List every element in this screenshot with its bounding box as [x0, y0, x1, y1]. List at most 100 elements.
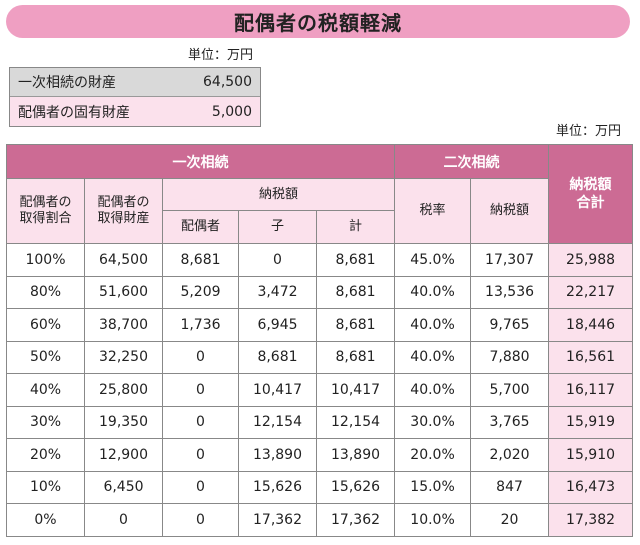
cell-ratio: 80% — [6, 275, 85, 309]
cell-spouse-tax: 0 — [162, 373, 239, 407]
cell-ratio: 30% — [6, 405, 85, 439]
cell-sum-tax: 15,626 — [315, 470, 396, 504]
unit-label-table: 単位：万円 — [556, 124, 622, 139]
cell-spouse-assets: 38,700 — [84, 308, 163, 342]
header-tax-amount-second: 納税額 — [470, 178, 550, 244]
table-row: 60% 38,700 1,736 6,945 8,681 40.0% 9,765 18,446 — [6, 308, 634, 342]
cell-child-tax: 3,472 — [238, 275, 317, 309]
cell-total-tax: 17,382 — [548, 503, 634, 537]
header-first-inheritance: 一次相続 — [5, 144, 396, 179]
cell-spouse-assets: 0 — [84, 503, 163, 537]
cell-second-tax: 3,765 — [470, 405, 550, 439]
cell-total-tax: 15,919 — [548, 405, 634, 439]
cell-second-tax: 2,020 — [470, 438, 550, 472]
cell-sum-tax: 12,154 — [315, 405, 396, 439]
table-row: 50% 32,250 0 8,681 8,681 40.0% 7,880 16,561 — [6, 340, 634, 374]
cell-spouse-assets: 64,500 — [84, 243, 163, 277]
table-row: 0% 0 0 17,362 17,362 10.0% 20 17,382 — [6, 503, 634, 537]
table-row: 100% 64,500 8,681 0 8,681 45.0% 17,307 25,988 — [6, 243, 634, 277]
table-row: 80% 51,600 5,209 3,472 8,681 40.0% 13,536 22,21… — [6, 275, 634, 309]
cell-child-tax: 10,417 — [238, 373, 317, 407]
summary-row-spouse-assets: 配偶者の固有財産 5,000 — [10, 97, 260, 126]
cell-ratio: 60% — [6, 308, 85, 342]
cell-sum-tax: 8,681 — [315, 275, 396, 309]
cell-sum-tax: 17,362 — [315, 503, 396, 537]
cell-child-tax: 12,154 — [238, 405, 317, 439]
unit-label-top: 単位：万円 — [188, 48, 254, 63]
header-total-tax: 納税額 合計 — [548, 144, 634, 244]
table-row: 40% 25,800 0 10,417 10,417 40.0% 5,700 16,117 — [6, 373, 634, 407]
cell-spouse-tax: 0 — [162, 438, 239, 472]
cell-second-tax: 13,536 — [470, 275, 550, 309]
cell-child-tax: 13,890 — [238, 438, 317, 472]
cell-spouse-assets: 51,600 — [84, 275, 163, 309]
table-row: 30% 19,350 0 12,154 12,154 30.0% 3,765 15,919 — [6, 405, 634, 439]
cell-tax-rate: 20.0% — [394, 438, 472, 472]
table-row: 10% 6,450 0 15,626 15,626 15.0% 847 16,473 — [6, 470, 634, 504]
cell-tax-rate: 30.0% — [394, 405, 472, 439]
tax-table: 一次相続 二次相続 納税額 合計 配偶者の 取得割合 配偶者の 取得財産 納税額… — [5, 144, 634, 537]
cell-second-tax: 17,307 — [470, 243, 550, 277]
summary-box: 一次相続の財産 64,500 配偶者の固有財産 5,000 — [9, 67, 261, 127]
cell-spouse-assets: 12,900 — [84, 438, 163, 472]
header-tax-rate: 税率 — [394, 178, 472, 244]
cell-second-tax: 9,765 — [470, 308, 550, 342]
header-second-inheritance: 二次相続 — [394, 144, 550, 179]
cell-spouse-tax: 0 — [162, 340, 239, 374]
cell-total-tax: 18,446 — [548, 308, 634, 342]
summary-label: 配偶者の固有財産 — [18, 104, 130, 121]
cell-spouse-tax: 0 — [162, 503, 239, 537]
cell-tax-rate: 40.0% — [394, 373, 472, 407]
cell-spouse-assets: 6,450 — [84, 470, 163, 504]
cell-second-tax: 20 — [470, 503, 550, 537]
summary-value: 64,500 — [203, 74, 252, 90]
cell-total-tax: 16,117 — [548, 373, 634, 407]
cell-spouse-tax: 0 — [162, 470, 239, 504]
cell-total-tax: 16,561 — [548, 340, 634, 374]
title-banner: 配偶者の税額軽減 — [6, 5, 630, 38]
cell-spouse-tax: 0 — [162, 405, 239, 439]
cell-total-tax: 15,910 — [548, 438, 634, 472]
cell-tax-rate: 15.0% — [394, 470, 472, 504]
cell-ratio: 10% — [6, 470, 85, 504]
cell-ratio: 40% — [6, 373, 85, 407]
cell-ratio: 100% — [6, 243, 85, 277]
cell-total-tax: 16,473 — [548, 470, 634, 504]
summary-label: 一次相続の財産 — [18, 75, 116, 91]
cell-total-tax: 25,988 — [548, 243, 634, 277]
cell-sum-tax: 8,681 — [315, 243, 396, 277]
cell-second-tax: 5,700 — [470, 373, 550, 407]
cell-child-tax: 6,945 — [238, 308, 317, 342]
header-tax-amount: 納税額 — [161, 178, 396, 211]
cell-tax-rate: 40.0% — [394, 275, 472, 309]
cell-spouse-assets: 19,350 — [84, 405, 163, 439]
cell-spouse-tax: 5,209 — [162, 275, 239, 309]
header-spouse-ratio: 配偶者の 取得割合 — [6, 178, 85, 244]
cell-child-tax: 15,626 — [238, 470, 317, 504]
cell-child-tax: 17,362 — [238, 503, 317, 537]
cell-ratio: 0% — [6, 503, 85, 537]
cell-spouse-tax: 1,736 — [162, 308, 239, 342]
cell-child-tax: 8,681 — [238, 340, 317, 374]
cell-total-tax: 22,217 — [548, 275, 634, 309]
cell-child-tax: 0 — [238, 243, 317, 277]
summary-value: 5,000 — [211, 103, 252, 120]
table-body: 100% 64,500 8,681 0 8,681 45.0% 17,307 25,988 80… — [6, 243, 634, 537]
page-title: 配偶者の税額軽減 — [234, 11, 402, 35]
cell-tax-rate: 40.0% — [394, 308, 472, 342]
header-spouse-assets: 配偶者の 取得財産 — [84, 178, 163, 244]
cell-sum-tax: 10,417 — [315, 373, 396, 407]
cell-ratio: 20% — [6, 438, 85, 472]
cell-second-tax: 847 — [470, 470, 550, 504]
summary-row-first-inheritance: 一次相続の財産 64,500 — [10, 68, 260, 97]
table-row: 20% 12,900 0 13,890 13,890 20.0% 2,020 15,910 — [6, 438, 634, 472]
cell-second-tax: 7,880 — [470, 340, 550, 374]
cell-sum-tax: 8,681 — [315, 340, 396, 374]
cell-tax-rate: 45.0% — [394, 243, 472, 277]
cell-sum-tax: 8,681 — [315, 308, 396, 342]
cell-spouse-tax: 8,681 — [162, 243, 239, 277]
cell-sum-tax: 13,890 — [315, 438, 396, 472]
cell-tax-rate: 40.0% — [394, 340, 472, 374]
cell-tax-rate: 10.0% — [394, 503, 472, 537]
header-child: 子 — [238, 210, 317, 244]
